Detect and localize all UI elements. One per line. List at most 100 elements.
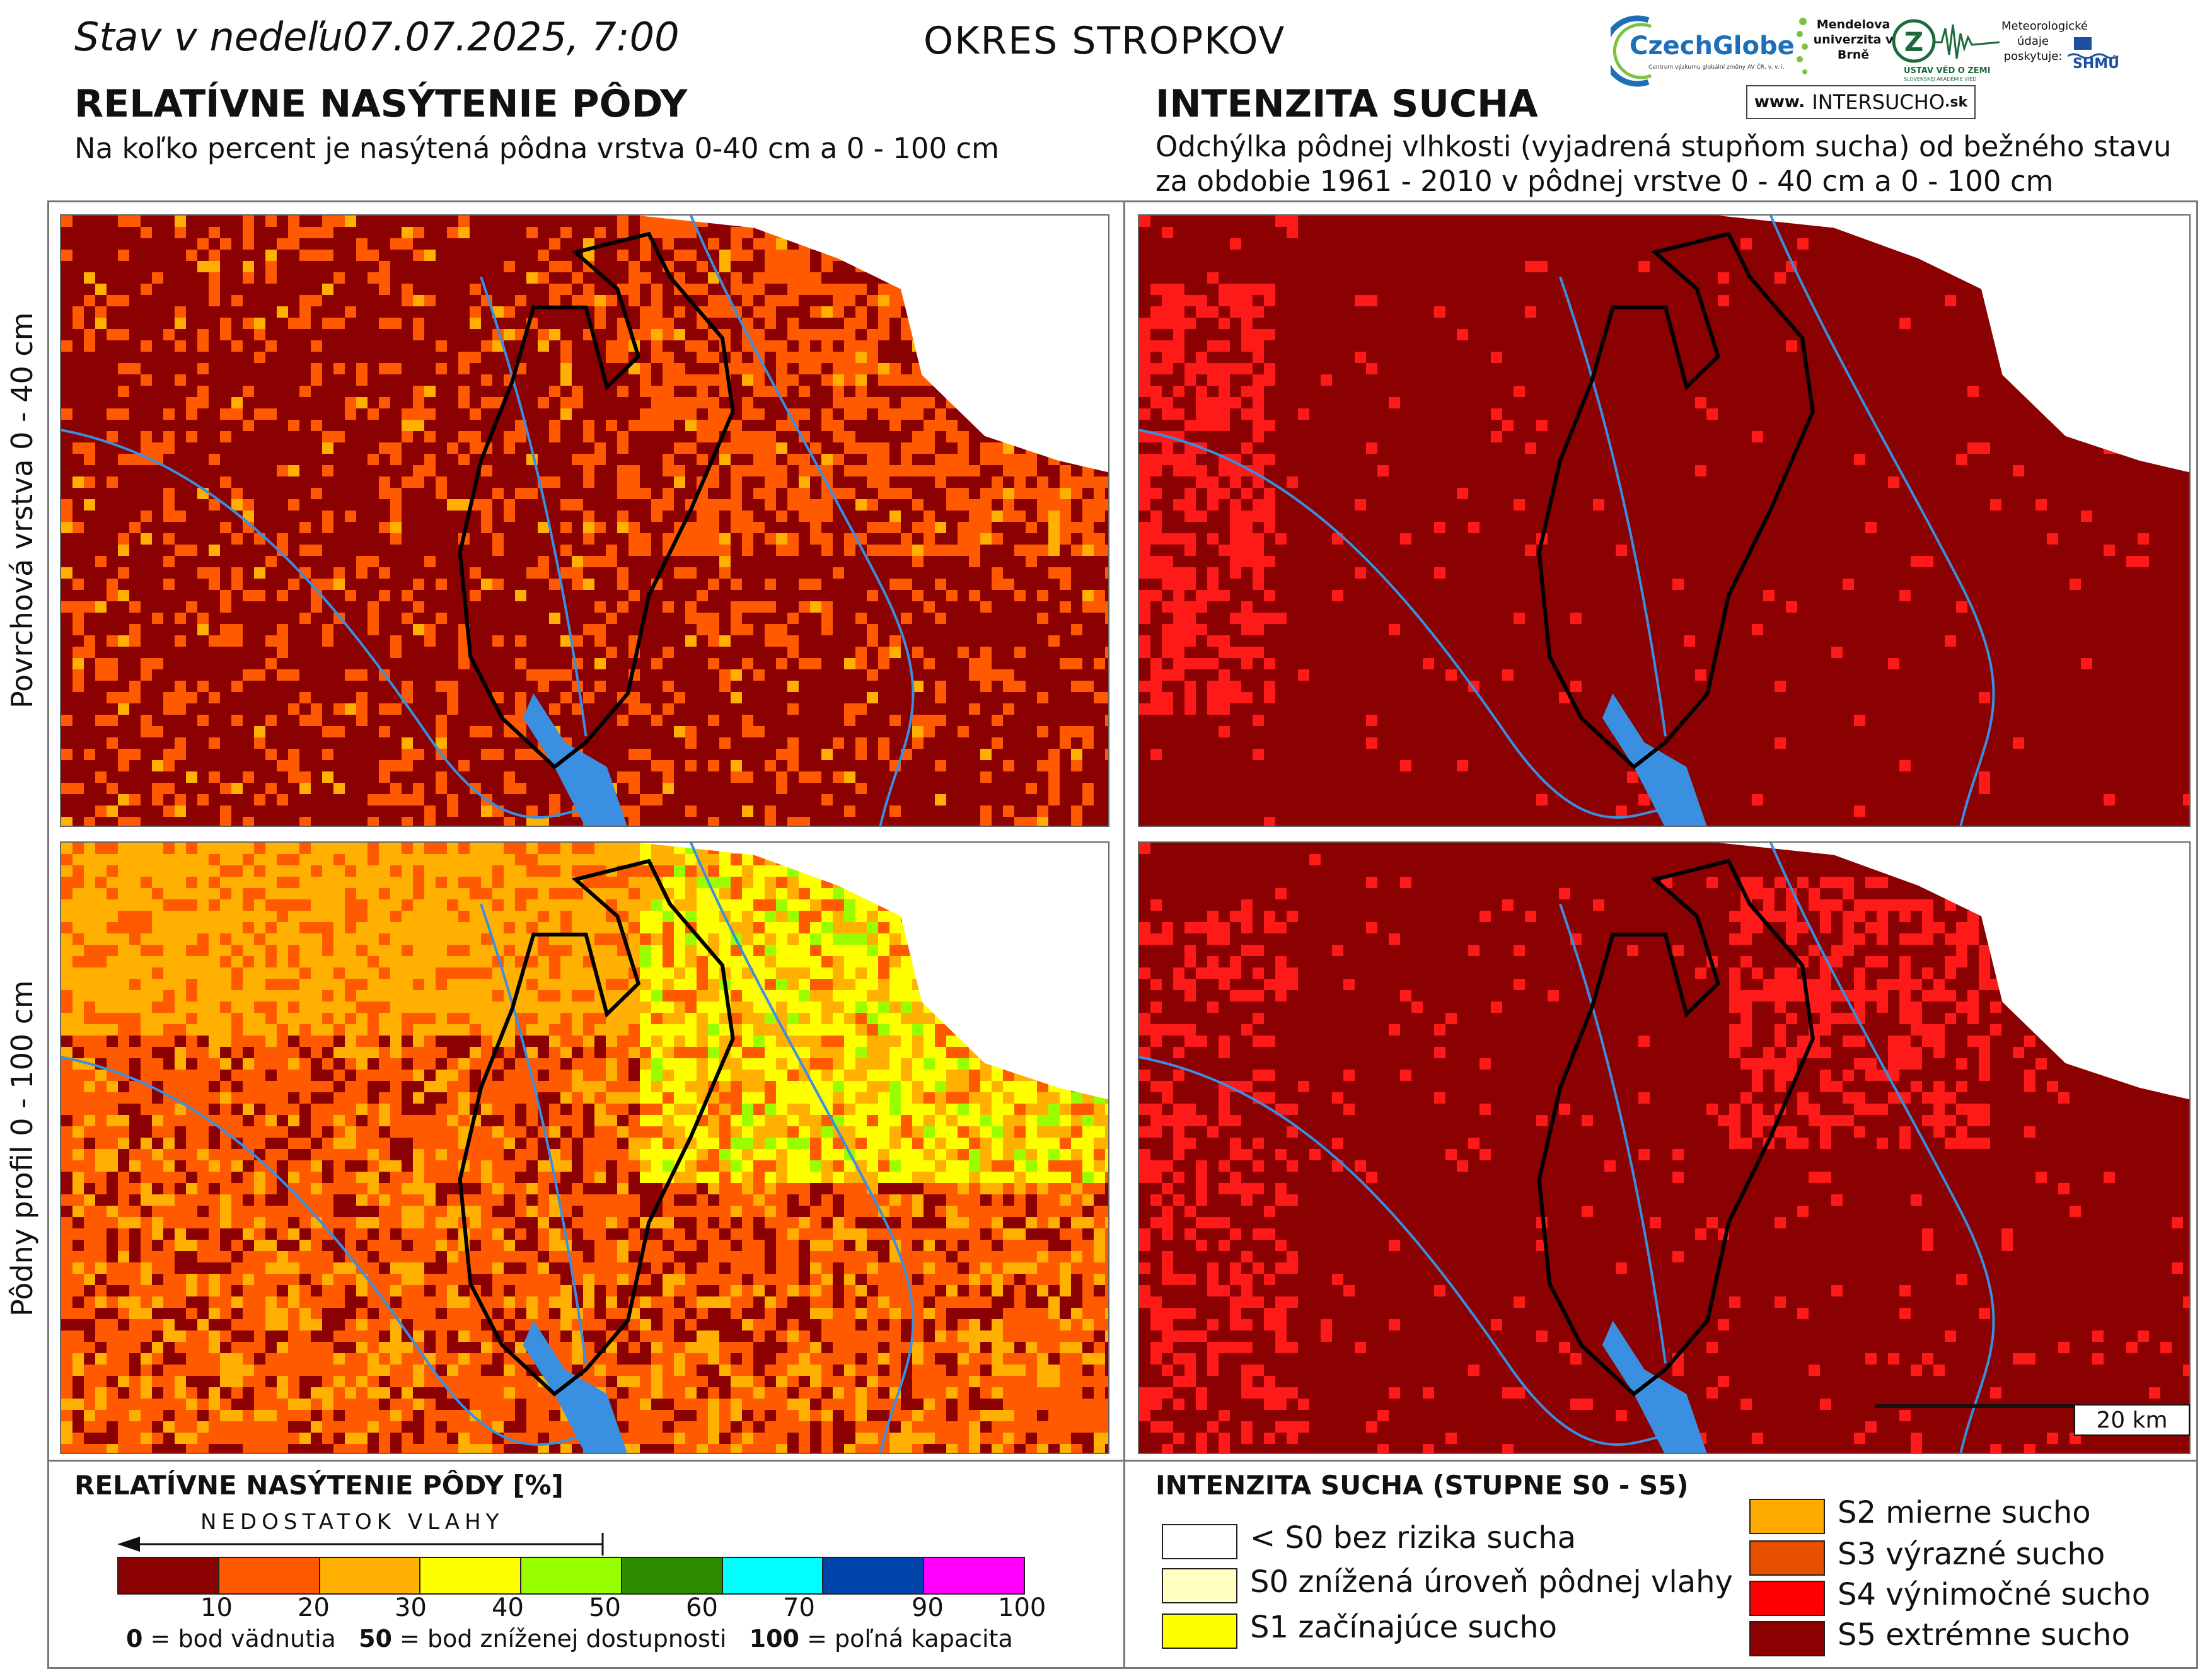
river-line [1139,1056,1687,1453]
legend-swatch-4 [1749,1540,1825,1576]
czechglobe-text: CzechGlobe [1630,32,1795,61]
legend-label-5: S4 výnimočné sucho [1838,1577,2151,1612]
legend-swatch-3 [1749,1499,1825,1534]
legend-swatch-1 [1162,1568,1237,1603]
river-line [61,1056,608,1453]
mendel-text: Mendelova univerzita v Brně [1813,18,1894,62]
left-section-subtitle: Na koľko percent je nasýtená pôdna vrstv… [74,132,999,165]
river-line [1559,276,1667,737]
river-line [480,276,588,737]
scale-bar-line [1875,1404,2077,1408]
river-line [690,216,915,826]
map-drought-topsoil [1138,214,2191,827]
deficit-arrow-label: NEDOSTATOK VLAHY [200,1509,504,1535]
legend-label-6: S5 extrémne sucho [1838,1617,2130,1653]
reservoir [1602,1320,1707,1453]
colorbar-segment [521,1558,622,1593]
legend-swatch-6 [1749,1621,1825,1656]
ustav-text: ÚSTAV VĚD O ZEMI [1904,66,1991,76]
www-main: INTERSUCHO [1812,90,1945,114]
colorbar-tick: 90 [912,1593,944,1622]
left-section-title: RELATÍVNE NASÝTENIE PÔDY [74,82,688,126]
legend-label-2: S1 začínajúce sucho [1250,1610,1557,1645]
colorbar-segment [823,1558,925,1593]
colorbar-segment [722,1558,824,1593]
legend-swatch-5 [1749,1581,1825,1616]
river-line [1139,429,1687,826]
ustav-logo: Z ÚSTAV VĚD O ZEMI SLOVENSKEJ AKADÉMIE V… [1891,16,2001,85]
shmu-text: SHMÚ [2073,56,2120,72]
right-section-subtitle-line2: za obdobie 1961 - 2010 v pôdnej vrstve 0… [1155,165,2054,198]
left-legend-title: RELATÍVNE NASÝTENIE PÔDY [%] [74,1470,564,1501]
main-frame [47,200,2198,1669]
legend-swatch-0 [1162,1524,1237,1559]
colorbar-segment [219,1558,320,1593]
right-section-title: INTENZITA SUCHA [1155,82,1538,126]
map-saturation-profile [60,841,1109,1454]
river-line [1769,843,1995,1453]
mendel-logo: Mendelova univerzita v Brně [1793,14,1894,83]
note-100-num: 100 [749,1625,799,1653]
colorbar-tick: 30 [395,1593,427,1622]
colorbar-tick: 70 [783,1593,815,1622]
colorbar-notes: 0 = bod vädnutia 50 = bod zníženej dostu… [126,1625,1013,1653]
legend-label-3: S2 mierne sucho [1838,1495,2091,1530]
river-line [480,903,588,1364]
czechglobe-small-text: Centrum výzkumu globální změny AV ČR, v.… [1648,64,1785,71]
colorbar-segment [924,1558,1024,1593]
district-boundary [1537,231,1815,770]
raster-layer [61,843,1108,1453]
www-suffix: .sk [1945,94,1968,110]
legend-label-1: S0 znížená úroveň pôdnej vlahy [1250,1564,1733,1600]
legend-swatch-2 [1162,1613,1237,1649]
row-label-bottom: Pôdny profil 0 - 100 cm [5,980,39,1317]
reservoir [523,1320,627,1453]
river-line [690,843,915,1453]
legend-label-4: S3 výrazné sucho [1838,1537,2105,1572]
district-boundary [1537,858,1815,1397]
colorbar-segment [420,1558,522,1593]
colorbar-tick: 50 [589,1593,621,1622]
colorbar-tick: 100 [998,1593,1046,1622]
deficit-arrow [117,1533,604,1556]
right-legend-title: INTENZITA SUCHA (STUPNE S0 - S5) [1155,1470,1689,1501]
reservoir [1602,693,1707,826]
colorbar-segment [622,1558,723,1593]
district-boundary [458,231,735,770]
map-drought-profile [1138,841,2191,1454]
note-0-text: = bod vädnutia [142,1625,336,1653]
district-title: OKRES STROPKOV [924,19,1286,63]
colorbar-tick: 60 [686,1593,718,1622]
district-boundary [458,858,735,1397]
colorbar-tick: 20 [298,1593,330,1622]
date-heading: Stav v nedeľu07.07.2025, 7:00 [74,14,680,60]
note-50-text: = bod zníženej dostupnosti [391,1625,727,1653]
colorbar-tick: 10 [200,1593,233,1622]
saturation-colorbar [117,1557,1025,1595]
note-50-num: 50 [359,1625,392,1653]
river-line [61,429,608,826]
map-saturation-topsoil [60,214,1109,827]
intersucho-link[interactable]: www. INTERSUCHO .sk [1746,85,1976,119]
shmu-logo: SHMÚ [2067,35,2124,72]
note-100-text: = poľná kapacita [799,1625,1013,1653]
scale-bar-label: 20 km [2074,1404,2190,1436]
outside-area [638,216,1108,473]
colorbar-segment [320,1558,421,1593]
ustav-small-text: SLOVENSKEJ AKADÉMIE VIED [1904,76,1977,82]
outside-area [1718,843,2189,1100]
note-0-num: 0 [126,1625,143,1653]
right-section-subtitle-line1: Odchýlka pôdnej vlhkosti (vyjadrená stup… [1155,130,2172,163]
reservoir [523,693,627,826]
meteo-provider-text: Meteorologické údaje poskytuje: [2001,20,2088,63]
vertical-divider [1123,200,1125,1669]
outside-area [1718,216,2189,473]
legend-label-0: < S0 bez rizika sucha [1250,1520,1577,1556]
czechglobe-logo: CzechGlobe Centrum výzkumu globální změn… [1602,14,1795,88]
colorbar-segment [119,1558,219,1593]
row-label-top: Povrchová vrstva 0 - 40 cm [5,312,39,708]
river-line [1769,216,1995,826]
www-prefix: www. [1754,93,1805,112]
legend-divider [47,1460,2198,1462]
svg-text:Z: Z [1904,26,1923,57]
